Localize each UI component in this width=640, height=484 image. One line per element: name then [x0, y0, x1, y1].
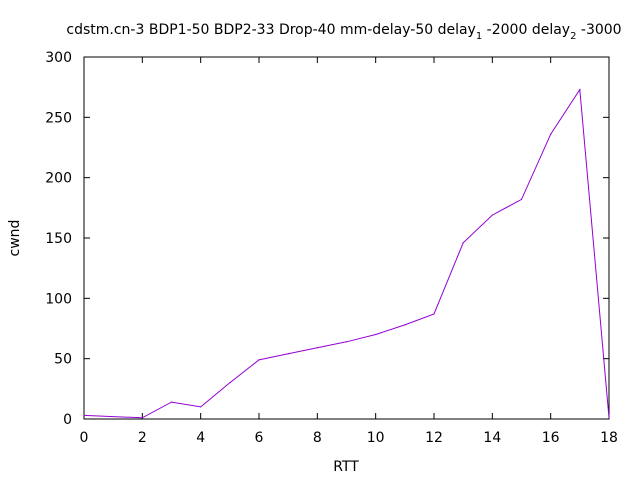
data-point [200, 406, 202, 408]
x-tick-label: 8 [313, 430, 322, 446]
data-point [316, 347, 318, 349]
data-point [141, 417, 143, 419]
x-axis: 0 2 4 6 8 10 12 14 16 18 [80, 57, 618, 446]
data-point [287, 353, 289, 355]
data-point [462, 242, 464, 244]
y-tick-label: 200 [45, 171, 72, 187]
x-tick-label: 4 [196, 430, 205, 446]
data-point [83, 414, 85, 416]
data-point [170, 401, 173, 403]
y-tick-label: 100 [45, 291, 72, 307]
x-axis-label: RTT [333, 459, 359, 475]
plot-frame [83, 56, 610, 420]
data-point [520, 198, 523, 200]
data-point [491, 214, 493, 216]
data-point [345, 341, 348, 343]
x-tick-label: 14 [483, 430, 501, 446]
data-point [608, 417, 610, 419]
data-point [404, 324, 406, 326]
data-point [375, 333, 377, 336]
y-tick-label: 0 [63, 412, 72, 428]
y-tick-label: 300 [45, 50, 72, 66]
y-axis: 0 50 100 150 200 250 300 [45, 50, 609, 428]
y-tick-label: 250 [45, 110, 72, 126]
x-tick-label: 6 [255, 430, 264, 446]
y-tick-label: 50 [54, 352, 72, 368]
series-line [83, 88, 610, 419]
data-point [579, 88, 581, 91]
x-tick-label: 16 [542, 430, 560, 446]
x-tick-label: 10 [367, 430, 385, 446]
series-layer [83, 88, 610, 419]
y-tick-label: 150 [45, 231, 72, 247]
data-point [258, 359, 260, 361]
x-tick-label: 18 [600, 430, 618, 446]
x-tick-label: 2 [138, 430, 147, 446]
data-point [229, 382, 231, 384]
x-tick-label: 12 [425, 430, 443, 446]
data-point [550, 133, 552, 135]
y-axis-label: cwnd [7, 220, 23, 257]
x-tick-label: 0 [80, 430, 89, 446]
chart-title: cdstm.cn-3 BDP1-50 BDP2-33 Drop-40 mm-de… [66, 22, 621, 42]
data-point [433, 313, 435, 315]
